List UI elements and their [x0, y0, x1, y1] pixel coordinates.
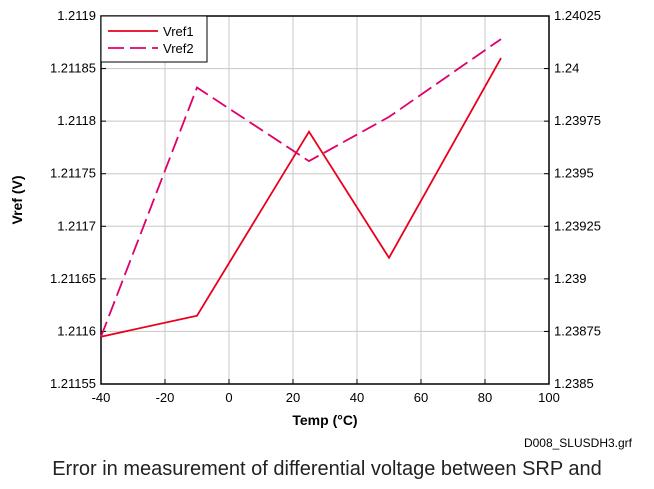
y-tick-label: 1.2119 — [57, 8, 96, 23]
legend-box — [100, 15, 208, 63]
y-tick-label: 1.21175 — [50, 166, 96, 181]
series-line-vref2 — [100, 38, 502, 338]
y-tick-label: 1.21165 — [50, 271, 96, 286]
graph-footnote: D008_SLUSDH3.grf — [524, 436, 633, 450]
y2-tick-label: 1.2395 — [554, 166, 594, 181]
y-tick-label: 1.21155 — [50, 376, 96, 391]
y2-tick-label: 1.23975 — [554, 113, 601, 128]
series — [100, 38, 502, 338]
y2-tick-label: 1.24 — [554, 61, 579, 76]
y-tick-label: 1.21185 — [50, 61, 96, 76]
x-tick-label: -20 — [156, 390, 175, 405]
y2-tick-label: 1.2385 — [554, 376, 594, 391]
y2-tick-label: 1.24025 — [554, 8, 601, 23]
x-tick-label: 100 — [538, 390, 560, 405]
x-tick-label: 40 — [350, 390, 364, 405]
x-tick-label: 80 — [478, 390, 492, 405]
y2-tick-label: 1.239 — [554, 271, 587, 286]
x-tick-label: -40 — [92, 390, 111, 405]
plot-frame — [100, 15, 550, 385]
x-tick-label: 20 — [286, 390, 300, 405]
axis-ticks: -40 -20 0 20 40 60 80 100 1.2119 1.21185 1.2118 1.2… — [50, 8, 601, 405]
legend-label-vref1: Vref1 — [163, 24, 194, 39]
figure-caption: Error in measurement of differential vol… — [52, 458, 602, 480]
y-tick-label: 1.2118 — [57, 113, 96, 128]
y2-tick-label: 1.23875 — [554, 323, 601, 338]
legend: Vref1 Vref2 — [100, 15, 208, 63]
y-tick-label: 1.2117 — [57, 218, 96, 233]
x-tick-label: 0 — [225, 390, 232, 405]
x-tick-label: 60 — [414, 390, 428, 405]
x-axis-label: Temp (°C) — [292, 412, 357, 428]
grid — [101, 16, 549, 384]
chart: -40 -20 0 20 40 60 80 100 1.2119 1.21185 1.2118 1.2… — [9, 8, 633, 450]
series-line-vref1 — [100, 57, 502, 338]
legend-label-vref2: Vref2 — [163, 41, 194, 56]
y-axis-label: Vref (V) — [9, 175, 25, 224]
y-tick-label: 1.2116 — [57, 323, 96, 338]
y2-tick-label: 1.23925 — [554, 218, 601, 233]
